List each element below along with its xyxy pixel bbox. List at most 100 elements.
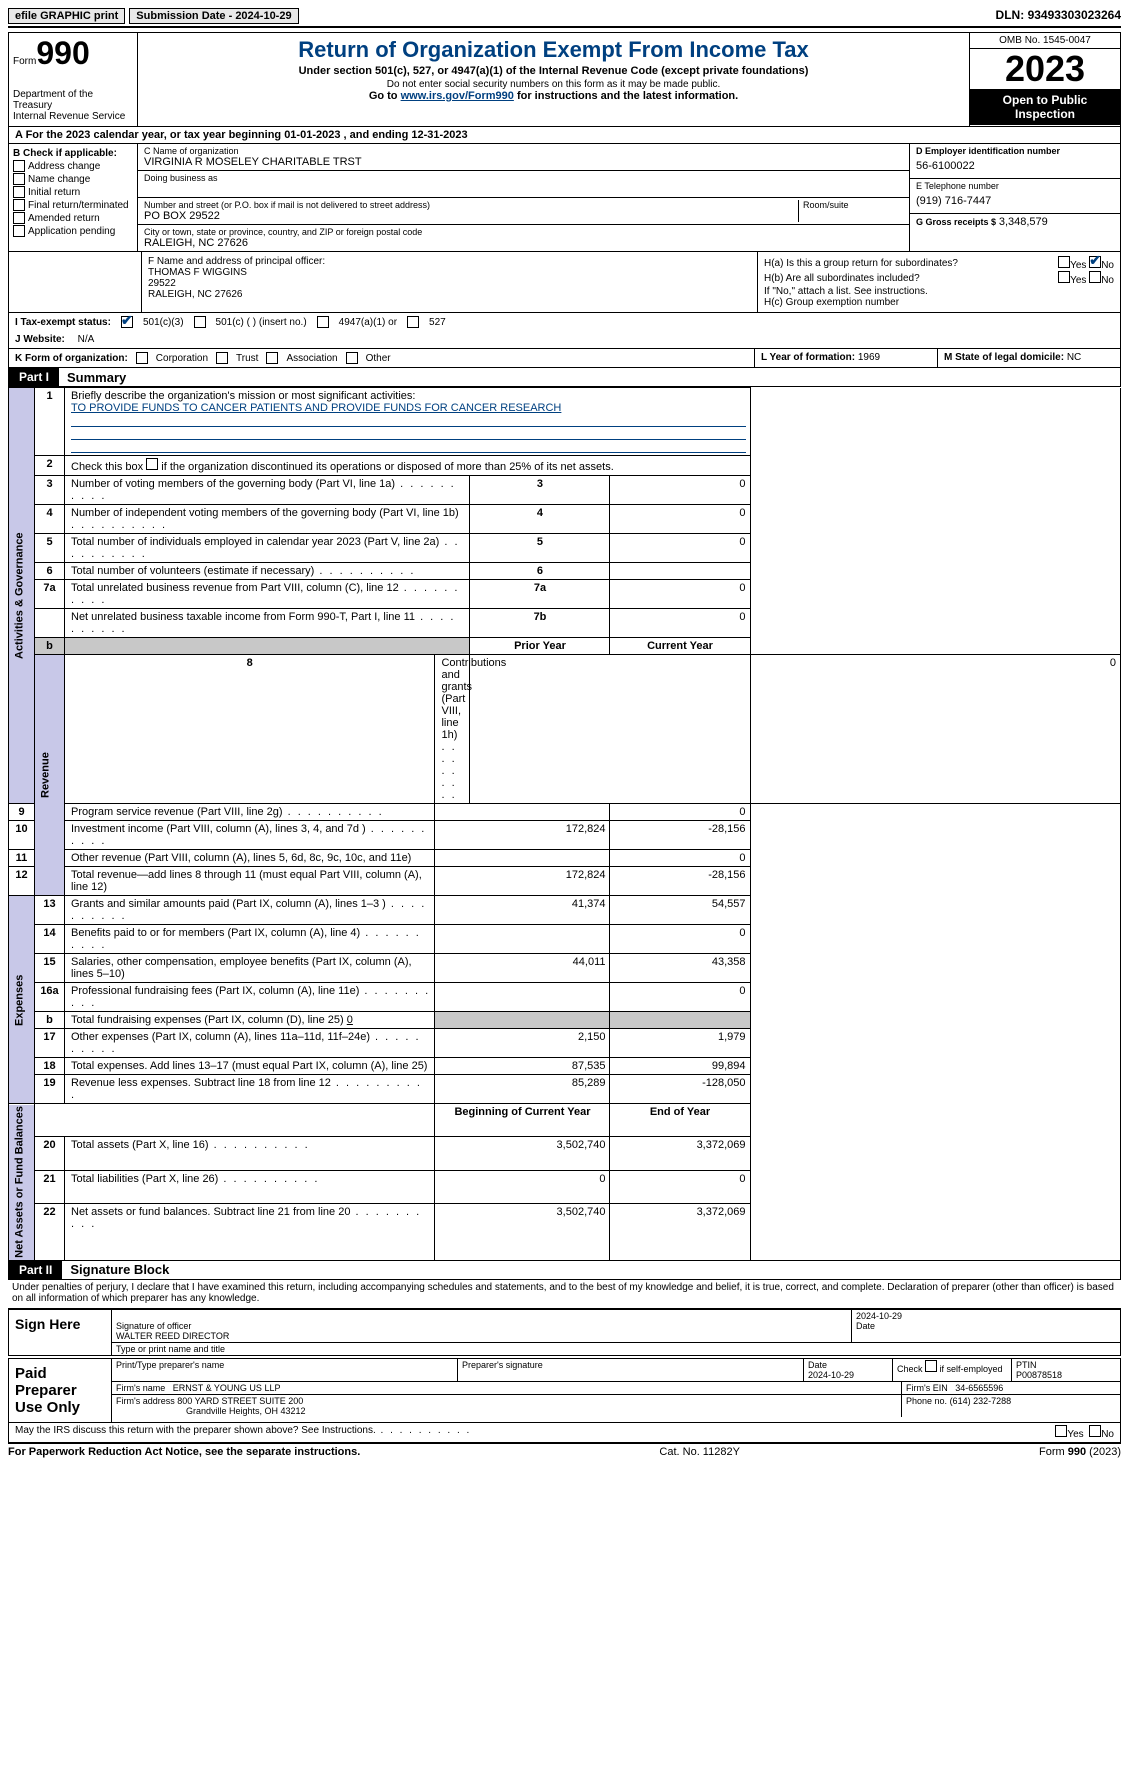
checkbox-association[interactable] — [266, 352, 278, 364]
open-to-public: Open to Public Inspection — [970, 89, 1120, 125]
line-6-desc: Total number of volunteers (estimate if … — [65, 563, 470, 580]
line-7b-value: 0 — [610, 609, 750, 638]
part-1-label: Part I — [9, 368, 59, 386]
line-11-desc: Other revenue (Part VIII, column (A), li… — [65, 850, 435, 867]
checkbox-hb-no[interactable] — [1089, 271, 1101, 283]
line-9-desc: Program service revenue (Part VIII, line… — [65, 804, 435, 821]
checkbox-amended-return[interactable] — [13, 212, 25, 224]
checkbox-discuss-no[interactable] — [1089, 1425, 1101, 1437]
checkbox-4947[interactable] — [317, 316, 329, 328]
checkbox-ha-yes[interactable] — [1058, 256, 1070, 268]
checkbox-application-pending[interactable] — [13, 225, 25, 237]
form-subtitle: Under section 501(c), 527, or 4947(a)(1)… — [142, 65, 965, 77]
side-label-net-assets: Net Assets or Fund Balances — [9, 1104, 35, 1261]
line-16b-desc: Total fundraising expenses (Part IX, col… — [65, 1012, 435, 1029]
side-label-revenue: Revenue — [35, 655, 65, 896]
hb-label: H(b) Are all subordinates included? — [764, 273, 964, 284]
line-13-prior: 41,374 — [435, 896, 610, 925]
checkbox-initial-return[interactable] — [13, 186, 25, 198]
ein-label: D Employer identification number — [916, 146, 1114, 156]
discuss-label: May the IRS discuss this return with the… — [15, 1425, 471, 1440]
section-i-j: I Tax-exempt status: 501(c)(3) 501(c) ( … — [8, 313, 1121, 349]
form-of-org-label: K Form of organization: — [15, 353, 128, 364]
address: PO BOX 29522 — [144, 210, 798, 222]
checkbox-final-return[interactable] — [13, 199, 25, 211]
checkbox-trust[interactable] — [216, 352, 228, 364]
city: RALEIGH, NC 27626 — [144, 237, 903, 249]
line-19-prior: 85,289 — [435, 1075, 610, 1104]
line-12-curr: -28,156 — [610, 867, 750, 896]
line-22-desc: Net assets or fund balances. Subtract li… — [65, 1203, 435, 1260]
paid-preparer-label: Paid Preparer Use Only — [9, 1359, 112, 1422]
end-year-header: End of Year — [610, 1104, 750, 1137]
state-domicile-label: M State of legal domicile: — [944, 352, 1064, 363]
part-1-title: Summary — [59, 370, 126, 385]
line-22-prior: 3,502,740 — [435, 1203, 610, 1260]
checkbox-self-employed[interactable] — [925, 1360, 937, 1372]
checkbox-other[interactable] — [346, 352, 358, 364]
line-10-curr: -28,156 — [610, 821, 750, 850]
line-5-value: 0 — [610, 534, 750, 563]
section-f-h: F Name and address of principal officer:… — [8, 252, 1121, 313]
firm-addr1: 800 YARD STREET SUITE 200 — [177, 1396, 303, 1406]
irs-link[interactable]: www.irs.gov/Form990 — [401, 90, 514, 102]
preparer-date: 2024-10-29 — [808, 1370, 854, 1380]
dln-label: DLN: — [996, 8, 1025, 22]
form-title: Return of Organization Exempt From Incom… — [142, 37, 965, 63]
date-label: Date — [856, 1321, 1116, 1331]
line-16a-desc: Professional fundraising fees (Part IX, … — [65, 983, 435, 1012]
section-d-ein: D Employer identification number 56-6100… — [909, 144, 1120, 251]
paid-preparer-block: Paid Preparer Use Only Print/Type prepar… — [8, 1358, 1121, 1423]
checkbox-hb-yes[interactable] — [1058, 271, 1070, 283]
checkbox-501c[interactable] — [194, 316, 206, 328]
telephone-label: E Telephone number — [916, 181, 1114, 191]
line-8-prior — [470, 655, 750, 804]
line-17-curr: 1,979 — [610, 1029, 750, 1058]
summary-table: Activities & Governance 1 Briefly descri… — [8, 387, 1121, 1261]
paperwork-notice: For Paperwork Reduction Act Notice, see … — [8, 1446, 360, 1458]
line-21-prior: 0 — [435, 1170, 610, 1203]
line-17-desc: Other expenses (Part IX, column (A), lin… — [65, 1029, 435, 1058]
checkbox-527[interactable] — [407, 316, 419, 328]
omb-number: OMB No. 1545-0047 — [970, 33, 1120, 49]
checkbox-ha-no[interactable] — [1089, 256, 1101, 268]
year-formation-label: L Year of formation: — [761, 352, 855, 363]
line-19-curr: -128,050 — [610, 1075, 750, 1104]
mission-text: TO PROVIDE FUNDS TO CANCER PATIENTS AND … — [71, 402, 561, 414]
perjury-declaration: Under penalties of perjury, I declare th… — [8, 1280, 1121, 1306]
efile-button[interactable]: efile GRAPHIC print — [8, 8, 125, 24]
website-value: N/A — [68, 334, 95, 345]
ha-label: H(a) Is this a group return for subordin… — [764, 258, 964, 269]
part-1-header: Part I Summary — [8, 368, 1121, 387]
line-19-desc: Revenue less expenses. Subtract line 18 … — [65, 1075, 435, 1104]
instructions-link: Go to www.irs.gov/Form990 for instructio… — [142, 90, 965, 102]
submission-date: Submission Date - 2024-10-29 — [129, 8, 298, 24]
checkbox-discuss-yes[interactable] — [1055, 1425, 1067, 1437]
line-9-curr: 0 — [610, 804, 750, 821]
gross-receipts: 3,348,579 — [999, 216, 1048, 228]
type-print-label: Type or print name and title — [112, 1343, 1120, 1355]
line-20-prior: 3,502,740 — [435, 1137, 610, 1170]
checkbox-discontinued[interactable] — [146, 458, 158, 470]
line-18-curr: 99,894 — [610, 1058, 750, 1075]
line-20-curr: 3,372,069 — [610, 1137, 750, 1170]
line-10-desc: Investment income (Part VIII, column (A)… — [65, 821, 435, 850]
part-2-title: Signature Block — [62, 1262, 169, 1277]
checkbox-corporation[interactable] — [136, 352, 148, 364]
department: Department of the Treasury Internal Reve… — [13, 89, 133, 122]
room-label: Room/suite — [803, 200, 903, 210]
hc-label: H(c) Group exemption number — [764, 297, 1114, 308]
firm-addr2: Grandville Heights, OH 43212 — [116, 1406, 306, 1416]
line-8-desc: Contributions and grants (Part VIII, lin… — [435, 655, 470, 804]
checkbox-name-change[interactable] — [13, 173, 25, 185]
section-c-org-info: C Name of organization VIRGINIA R MOSELE… — [138, 144, 909, 251]
line-21-desc: Total liabilities (Part X, line 26) — [65, 1170, 435, 1203]
hb-note: If "No," attach a list. See instructions… — [764, 286, 1114, 297]
firm-addr-label: Firm's address — [116, 1396, 175, 1406]
page-footer: For Paperwork Reduction Act Notice, see … — [8, 1443, 1121, 1458]
checkbox-501c3[interactable] — [121, 316, 133, 328]
telephone: (919) 716-7447 — [916, 191, 1114, 211]
preparer-name-label: Print/Type preparer's name — [112, 1359, 458, 1381]
checkbox-address-change[interactable] — [13, 160, 25, 172]
section-a-tax-year: A For the 2023 calendar year, or tax yea… — [8, 127, 1121, 144]
